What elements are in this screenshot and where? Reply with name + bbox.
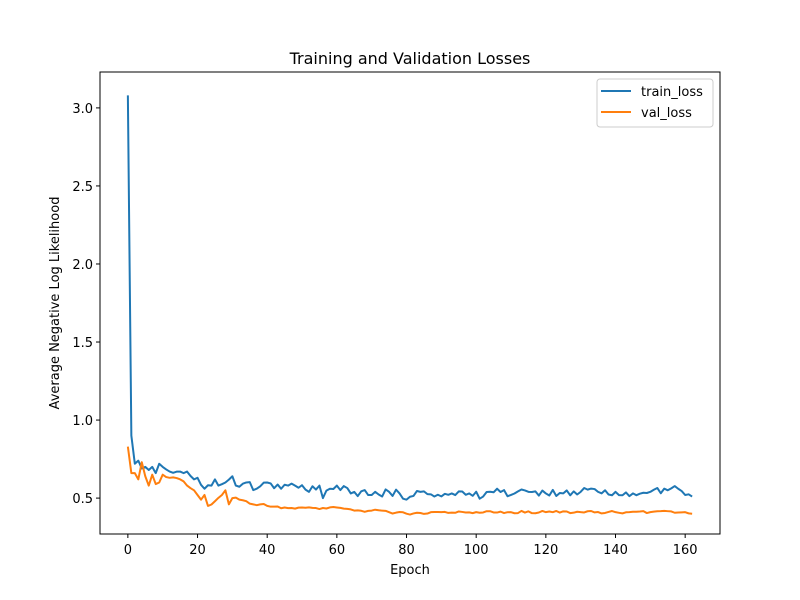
x-tick-label: 140 bbox=[603, 543, 628, 558]
x-tick-label: 120 bbox=[533, 543, 558, 558]
legend: train_loss val_loss bbox=[596, 78, 714, 128]
legend-label-val-loss: val_loss bbox=[641, 106, 692, 121]
x-tick-label: 100 bbox=[464, 543, 489, 558]
y-tick-label: 2.5 bbox=[72, 180, 93, 195]
series-line-val-loss bbox=[126, 446, 693, 516]
y-tick-label: 0.5 bbox=[72, 492, 93, 507]
x-axis-label: Epoch bbox=[390, 563, 430, 578]
series-line-train-loss bbox=[126, 95, 693, 501]
x-tick-label: 80 bbox=[398, 543, 415, 558]
x-tick-label: 20 bbox=[189, 543, 206, 558]
y-axis-label: Average Negative Log Likelihood bbox=[48, 197, 63, 410]
plot-area bbox=[100, 72, 720, 534]
chart-title: Training and Validation Losses bbox=[289, 49, 531, 68]
y-tick-label: 1.0 bbox=[72, 414, 93, 429]
y-tick-label: 2.0 bbox=[72, 258, 93, 273]
plot-frame bbox=[99, 71, 721, 535]
series-layer bbox=[126, 95, 693, 516]
legend-label-train-loss: train_loss bbox=[641, 85, 703, 100]
y-tick-label: 3.0 bbox=[72, 102, 93, 117]
x-tick-label: 60 bbox=[329, 543, 346, 558]
ticks-layer: 0 20 40 60 80 100 120 140 160 0.5 1.0 1.5 2.0 2.5 3.0 bbox=[72, 102, 697, 558]
y-tick-label: 1.5 bbox=[72, 336, 93, 351]
x-tick-label: 160 bbox=[673, 543, 698, 558]
x-tick-label: 0 bbox=[124, 543, 132, 558]
x-tick-label: 40 bbox=[259, 543, 276, 558]
